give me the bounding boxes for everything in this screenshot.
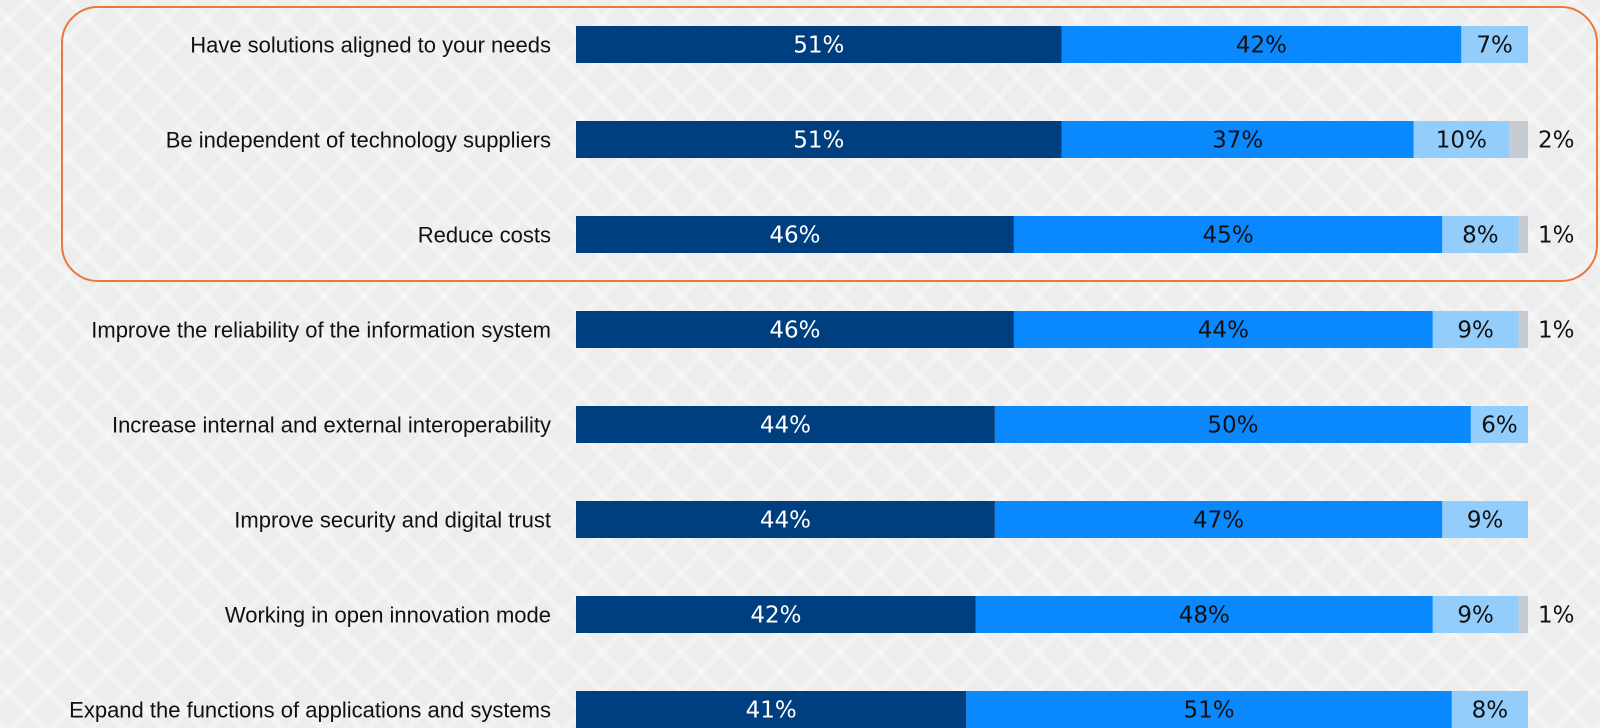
value-label: 6% bbox=[1481, 413, 1518, 439]
bar-segment bbox=[1061, 26, 1462, 63]
bar-segment bbox=[1013, 311, 1433, 348]
value-label: 51% bbox=[793, 33, 844, 59]
bar-segment bbox=[1061, 121, 1414, 158]
value-labels: 51% 42% 7% 51% 37% 10% 2% 46% 45% 8% 1% 46% 44% 9% 1% 4… bbox=[746, 33, 1575, 724]
bar-segment bbox=[1432, 311, 1519, 348]
value-label: 42% bbox=[750, 603, 801, 629]
bar-segment bbox=[576, 26, 1062, 63]
highlight-box bbox=[61, 6, 1598, 282]
value-label: 8% bbox=[1472, 698, 1509, 724]
value-label: 45% bbox=[1203, 223, 1254, 249]
value-label: 9% bbox=[1457, 603, 1494, 629]
bar-segment bbox=[1508, 121, 1528, 158]
category-label: Working in open innovation mode bbox=[225, 603, 551, 628]
bar-segment bbox=[1013, 216, 1443, 253]
category-label: Improve security and digital trust bbox=[234, 508, 551, 533]
bar-segment bbox=[966, 691, 1452, 728]
bar-segment bbox=[1518, 216, 1528, 253]
value-label: 1% bbox=[1538, 318, 1575, 344]
category-labels: Have solutions aligned to your needs Be i… bbox=[69, 33, 551, 723]
value-label: 41% bbox=[746, 698, 797, 724]
value-label: 1% bbox=[1538, 223, 1575, 249]
bar-segment bbox=[576, 691, 967, 728]
value-label: 2% bbox=[1538, 128, 1575, 154]
value-label: 9% bbox=[1457, 318, 1494, 344]
bar-segment bbox=[576, 596, 976, 633]
value-label: 44% bbox=[760, 508, 811, 534]
value-label: 46% bbox=[769, 223, 820, 249]
bar-segment bbox=[1442, 501, 1528, 538]
category-label: Expand the functions of applications and… bbox=[69, 698, 551, 723]
bar-segment bbox=[994, 501, 1443, 538]
value-label: 8% bbox=[1462, 223, 1499, 249]
category-label: Increase internal and external interoper… bbox=[112, 413, 551, 438]
bar-segment bbox=[576, 121, 1062, 158]
value-label: 1% bbox=[1538, 603, 1575, 629]
bar-segment bbox=[576, 216, 1014, 253]
bar-segment bbox=[1432, 596, 1519, 633]
bar-segment bbox=[576, 311, 1014, 348]
bar-segment bbox=[576, 501, 995, 538]
bar-segment bbox=[975, 596, 1433, 633]
value-label: 10% bbox=[1436, 128, 1487, 154]
bar-segment bbox=[576, 406, 995, 443]
bar-segment bbox=[1451, 691, 1528, 728]
bar-segment bbox=[1461, 26, 1528, 63]
value-label: 44% bbox=[760, 413, 811, 439]
bar-segment bbox=[1518, 311, 1528, 348]
bar-segment bbox=[1413, 121, 1509, 158]
category-label: Have solutions aligned to your needs bbox=[190, 33, 551, 58]
category-label: Improve the reliability of the informati… bbox=[91, 318, 551, 343]
value-label: 47% bbox=[1193, 508, 1244, 534]
bars bbox=[576, 26, 1528, 728]
value-label: 9% bbox=[1467, 508, 1504, 534]
bar-segment bbox=[1518, 596, 1528, 633]
bar-segment bbox=[1470, 406, 1528, 443]
bar-segment bbox=[1442, 216, 1519, 253]
value-label: 42% bbox=[1236, 33, 1287, 59]
value-label: 37% bbox=[1212, 128, 1263, 154]
value-label: 46% bbox=[769, 318, 820, 344]
value-label: 51% bbox=[1184, 698, 1235, 724]
bar-segment bbox=[994, 406, 1471, 443]
category-label: Be independent of technology suppliers bbox=[166, 128, 551, 153]
value-label: 7% bbox=[1476, 33, 1513, 59]
value-label: 48% bbox=[1179, 603, 1230, 629]
value-label: 50% bbox=[1207, 413, 1258, 439]
category-label: Reduce costs bbox=[418, 223, 551, 248]
value-label: 44% bbox=[1198, 318, 1249, 344]
value-label: 51% bbox=[793, 128, 844, 154]
